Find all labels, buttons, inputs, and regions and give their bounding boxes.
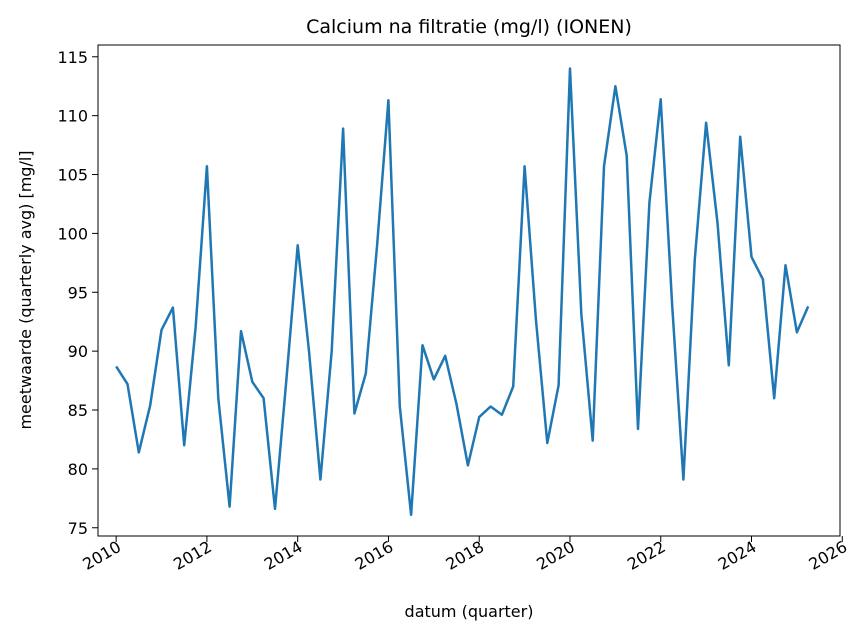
x-tick-label: 2022 xyxy=(624,537,669,574)
y-tick-label: 75 xyxy=(68,519,88,538)
y-tick-label: 105 xyxy=(57,166,88,185)
x-tick-label: 2026 xyxy=(806,537,851,574)
x-tick-label: 2016 xyxy=(352,537,397,574)
y-tick-label: 80 xyxy=(68,460,88,479)
plot-frame xyxy=(97,44,841,537)
x-tick-label: 2010 xyxy=(79,537,124,574)
x-tick-label: 2020 xyxy=(533,537,578,574)
y-axis-label: meetwaarde (quarterly avg) [mg/l] xyxy=(16,150,35,429)
chart-title: Calcium na filtratie (mg/l) (IONEN) xyxy=(306,16,632,38)
y-tick-label: 90 xyxy=(68,342,88,361)
x-tick-label: 2018 xyxy=(442,537,487,574)
x-tick-label: 2014 xyxy=(261,537,306,574)
x-axis-label: datum (quarter) xyxy=(405,602,534,621)
series-line xyxy=(115,67,810,517)
x-tick-label: 2024 xyxy=(715,537,760,574)
y-tick-label: 95 xyxy=(68,283,88,302)
y-tick-label: 85 xyxy=(68,401,88,420)
y-tick-label: 110 xyxy=(57,107,88,126)
y-tick-label: 100 xyxy=(57,224,88,243)
y-tick-label: 115 xyxy=(57,48,88,67)
x-tick-label: 2012 xyxy=(170,537,215,574)
